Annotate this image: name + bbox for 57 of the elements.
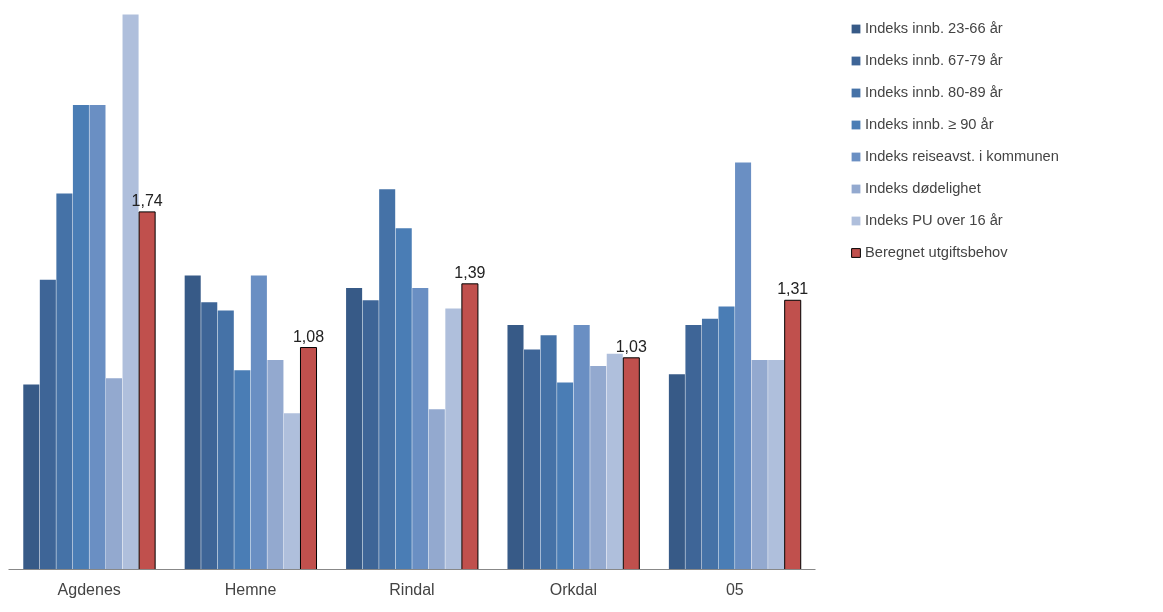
bar	[56, 193, 73, 570]
bar	[573, 324, 590, 570]
bar	[622, 357, 640, 570]
legend-label: Beregnet utgiftsbehov	[865, 244, 1008, 260]
bar	[507, 324, 524, 570]
bar	[39, 279, 56, 570]
data-label: 1,74	[131, 191, 163, 209]
bar	[217, 310, 234, 570]
data-label: 1,39	[454, 263, 486, 281]
bar	[428, 409, 445, 570]
bar	[105, 378, 123, 570]
legend-label: Indeks reiseavst. i kommunen	[865, 148, 1059, 164]
bar	[701, 318, 719, 570]
x-tick-label: Orkdal	[549, 580, 597, 598]
bar	[72, 105, 89, 570]
x-tick-label: 05	[725, 580, 744, 598]
bar	[283, 413, 300, 570]
legend-label: Indeks dødelighet	[865, 180, 981, 196]
bar	[557, 382, 574, 570]
bar	[346, 287, 363, 570]
bar	[606, 353, 623, 570]
x-tick-label: Hemne	[224, 580, 277, 598]
bar	[267, 359, 284, 570]
bar	[362, 300, 379, 570]
bar	[751, 359, 768, 570]
bar	[590, 366, 607, 570]
bar	[685, 324, 702, 570]
bar	[201, 302, 218, 570]
bar	[445, 308, 462, 570]
bar	[138, 211, 156, 570]
data-label: 1,03	[615, 337, 647, 355]
bar	[461, 283, 479, 570]
x-tick-label: Rindal	[389, 580, 435, 598]
bar	[299, 347, 318, 570]
legend-label: Indeks PU over 16 år	[865, 212, 1003, 228]
bar	[540, 335, 557, 570]
bar	[379, 189, 396, 570]
bar	[234, 370, 251, 570]
bar	[718, 306, 735, 570]
bar	[784, 299, 802, 570]
bar	[768, 359, 785, 570]
bar	[524, 349, 541, 570]
x-tick-label: Agdenes	[57, 580, 121, 598]
data-label: 1,31	[777, 280, 809, 298]
bar	[668, 374, 685, 570]
bar	[184, 275, 201, 570]
legend-label: Indeks innb. 67-79 år	[865, 52, 1003, 68]
bar	[735, 162, 752, 570]
bar	[23, 384, 40, 570]
bar	[89, 105, 106, 570]
bar	[395, 228, 412, 570]
bar	[412, 287, 429, 570]
legend-label: Indeks innb. 80-89 år	[865, 84, 1003, 100]
data-label: 1,08	[292, 327, 325, 345]
bar	[250, 275, 267, 570]
legend-label: Indeks innb. ≥ 90 år	[865, 116, 994, 132]
legend-label: Indeks innb. 23-66 år	[865, 20, 1003, 36]
